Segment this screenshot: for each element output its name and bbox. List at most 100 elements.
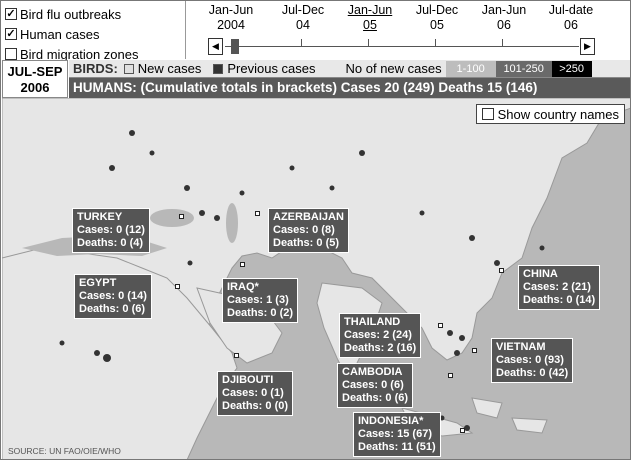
egypt-location-pin-icon[interactable] xyxy=(175,284,180,289)
country-name: THAILAND xyxy=(344,316,401,328)
toggle-label: Bird migration zones xyxy=(20,46,139,62)
country-vietnam[interactable]: VIETNAM Cases: 0 (93) Deaths: 0 (42) xyxy=(491,338,574,383)
country-cases: Cases: 0 (6) xyxy=(342,379,404,391)
show-names-checkbox-icon[interactable] xyxy=(481,108,494,120)
country-cases: Cases: 15 (67) xyxy=(358,428,432,440)
country-cases: Cases: 0 (8) xyxy=(273,224,335,236)
country-turkey[interactable]: TURKEY Cases: 0 (12) Deaths: 0 (4) xyxy=(72,208,150,253)
vietnam-location-pin-icon[interactable] xyxy=(472,348,477,353)
country-djibouti[interactable]: DJIBOUTI Cases: 0 (1) Deaths: 0 (0) xyxy=(217,371,294,416)
country-name: IRAQ* xyxy=(227,281,259,293)
humans-summary: HUMANS: (Cumulative totals in brackets) … xyxy=(69,78,630,98)
country-indonesia[interactable]: INDONESIA* Cases: 15 (67) Deaths: 11 (51… xyxy=(353,412,441,457)
current-period-label: JUL-SEP 2006 xyxy=(2,60,68,98)
divider xyxy=(185,1,186,59)
china-location-pin-icon[interactable] xyxy=(499,268,504,273)
period-line2: 05 xyxy=(430,18,444,32)
country-name: INDONESIA* xyxy=(358,415,424,427)
human-cases-checkbox-icon[interactable]: ✓ xyxy=(5,28,17,40)
migration-checkbox-icon[interactable] xyxy=(5,48,17,60)
scale-101-250: 101-250 xyxy=(495,60,552,77)
period-line2: 06 xyxy=(497,18,511,32)
legend-new-cases: New cases xyxy=(123,61,202,76)
period-line1: Jan-Jun xyxy=(481,3,527,17)
legend-previous-cases: Previous cases xyxy=(213,61,316,76)
timeline-slider-thumb[interactable] xyxy=(231,39,239,54)
toggle-human-cases[interactable]: ✓ Human cases xyxy=(5,24,185,44)
period-line2: 06 xyxy=(564,18,578,32)
country-china[interactable]: CHINA Cases: 2 (21) Deaths: 0 (14) xyxy=(518,265,601,310)
source-credit: SOURCE: UN FAO/OIE/WHO xyxy=(8,446,121,456)
country-egypt[interactable]: EGYPT Cases: 0 (14) Deaths: 0 (6) xyxy=(74,274,152,319)
legend-label: New cases xyxy=(137,61,202,76)
timeline: Jan-Jun 2004 Jul-Dec 04 Jan-Jun 05 Jul-D… xyxy=(201,3,601,59)
period-line1: Jul-Dec xyxy=(415,3,459,17)
djibouti-location-pin-icon[interactable] xyxy=(234,353,239,358)
bird-flu-checkbox-icon[interactable]: ✓ xyxy=(5,8,17,20)
country-thailand[interactable]: THAILAND Cases: 2 (24) Deaths: 2 (16) xyxy=(339,313,422,358)
country-deaths: Deaths: 0 (5) xyxy=(273,237,340,249)
timeline-tick xyxy=(301,39,302,47)
country-azerbaijan[interactable]: AZERBAIJAN Cases: 0 (8) Deaths: 0 (5) xyxy=(268,208,349,253)
show-names-label: Show country names xyxy=(497,106,619,122)
period-line2: 2004 xyxy=(217,18,245,32)
country-cambodia[interactable]: CAMBODIA Cases: 0 (6) Deaths: 0 (6) xyxy=(337,363,414,408)
timeline-track[interactable] xyxy=(225,46,579,47)
country-cases: Cases: 0 (12) xyxy=(77,224,145,236)
country-cases: Cases: 1 (3) xyxy=(227,294,289,306)
chevron-right-icon: ▶ xyxy=(584,41,591,51)
country-cases: Cases: 2 (24) xyxy=(344,329,412,341)
birds-title: BIRDS: xyxy=(73,61,118,76)
cambodia-location-pin-icon[interactable] xyxy=(448,373,453,378)
period-jul-date-06[interactable]: Jul-date 06 xyxy=(531,3,611,33)
country-cases: Cases: 0 (1) xyxy=(222,387,284,399)
timeline-next-button[interactable]: ▶ xyxy=(580,38,595,55)
period-jul-dec-04[interactable]: Jul-Dec 04 xyxy=(263,3,343,33)
new-cases-swatch-icon xyxy=(123,63,134,74)
iraq-location-pin-icon[interactable] xyxy=(240,262,245,267)
world-map[interactable]: Show country names TURKEY Cases: 0 (12) … xyxy=(2,98,630,459)
azerbaijan-location-pin-icon[interactable] xyxy=(255,211,260,216)
outbreak-clusters xyxy=(59,130,545,431)
map-landmass xyxy=(2,98,630,459)
toggle-bird-migration-zones[interactable]: Bird migration zones xyxy=(5,44,185,64)
scale-title: No of new cases xyxy=(345,61,442,76)
timeline-prev-button[interactable]: ◀ xyxy=(208,38,223,55)
thailand-location-pin-icon[interactable] xyxy=(438,323,443,328)
black-sea xyxy=(150,209,194,227)
country-deaths: Deaths: 0 (2) xyxy=(227,307,294,319)
country-cases: Cases: 0 (14) xyxy=(79,290,147,302)
period-line2: 04 xyxy=(296,18,310,32)
country-name: AZERBAIJAN xyxy=(273,211,344,223)
country-cases: Cases: 2 (21) xyxy=(523,281,591,293)
caspian-sea xyxy=(226,203,238,243)
country-deaths: Deaths: 0 (4) xyxy=(77,237,144,249)
period-jul-dec-05[interactable]: Jul-Dec 05 xyxy=(397,3,477,33)
toggle-label: Bird flu outbreaks xyxy=(20,6,122,22)
country-name: EGYPT xyxy=(79,277,117,289)
country-deaths: Deaths: 0 (6) xyxy=(79,303,146,315)
country-deaths: Deaths: 0 (14) xyxy=(523,294,596,306)
country-name: VIETNAM xyxy=(496,341,546,353)
period-jan-jun-05[interactable]: Jan-Jun 05 xyxy=(330,3,410,33)
timeline-tick xyxy=(502,39,503,47)
turkey-location-pin-icon[interactable] xyxy=(179,214,184,219)
period-line1: Jul-date xyxy=(548,3,594,17)
period-line1: Jan-Jun xyxy=(208,3,254,17)
country-deaths: Deaths: 0 (42) xyxy=(496,367,569,379)
previous-cases-swatch-icon xyxy=(213,63,224,74)
indonesia-location-pin-icon[interactable] xyxy=(460,428,465,433)
scale-1-100: 1-100 xyxy=(445,60,496,77)
country-name: CAMBODIA xyxy=(342,366,403,378)
show-country-names-toggle[interactable]: Show country names xyxy=(475,104,625,124)
period-jan-jun-06[interactable]: Jan-Jun 06 xyxy=(464,3,544,33)
country-cases: Cases: 0 (93) xyxy=(496,354,564,366)
country-name: DJIBOUTI xyxy=(222,374,274,386)
layer-toggles: ✓ Bird flu outbreaks ✓ Human cases Bird … xyxy=(5,4,185,64)
country-iraq[interactable]: IRAQ* Cases: 1 (3) Deaths: 0 (2) xyxy=(222,278,299,323)
legend-label: Previous cases xyxy=(227,61,316,76)
toggle-bird-flu-outbreaks[interactable]: ✓ Bird flu outbreaks xyxy=(5,4,185,24)
period-jan-jun-2004[interactable]: Jan-Jun 2004 xyxy=(191,3,271,33)
period-line2: 05 xyxy=(363,18,377,32)
